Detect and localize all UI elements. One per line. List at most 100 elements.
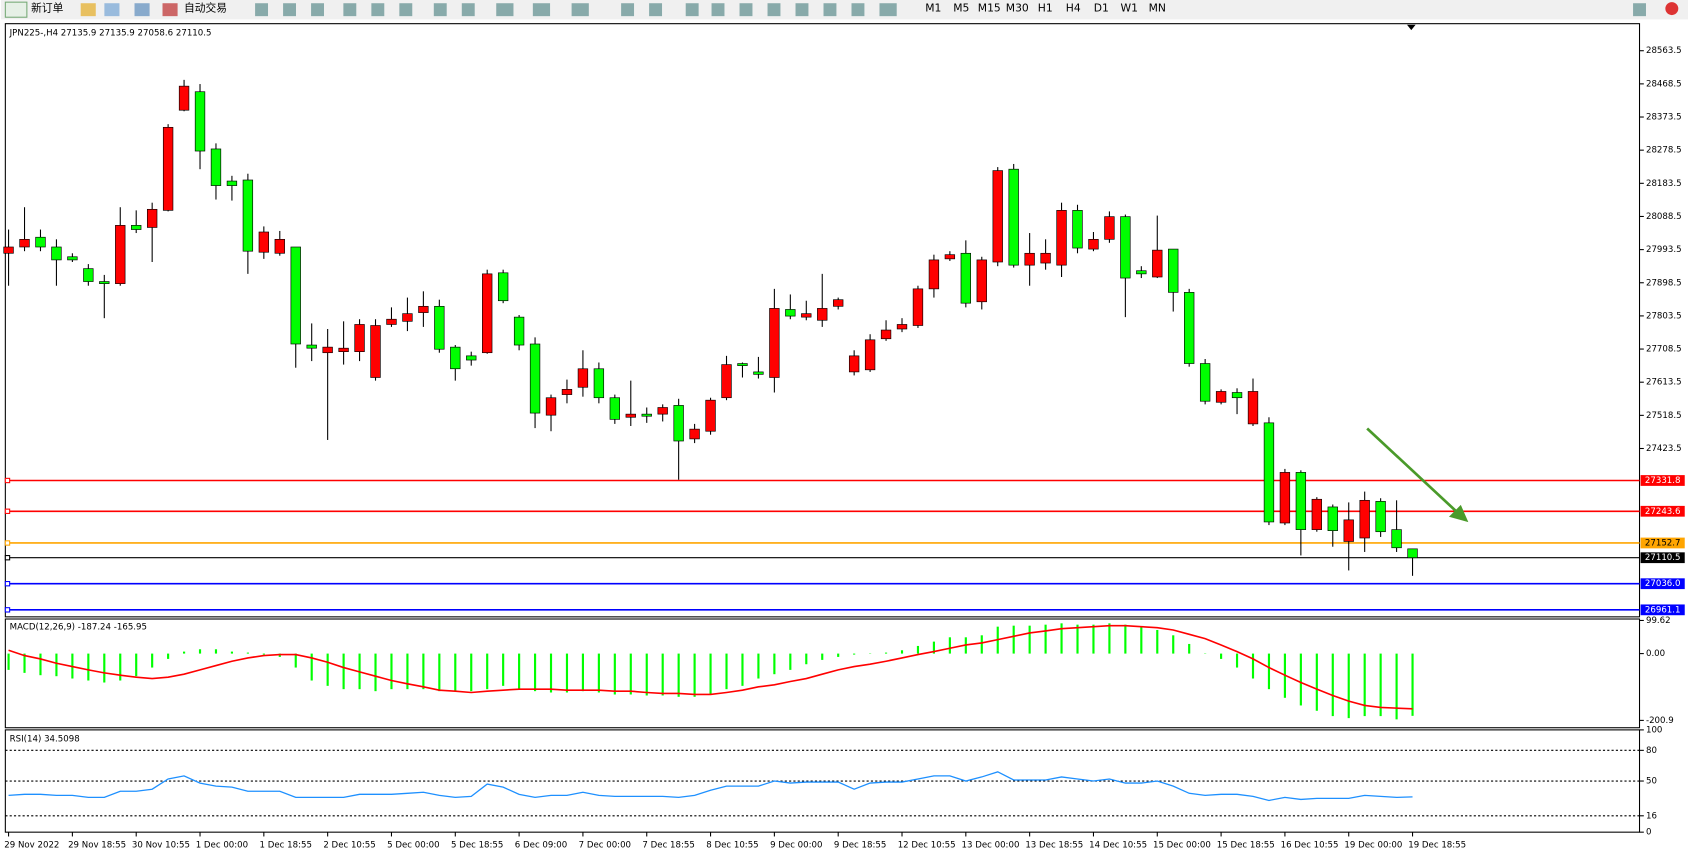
- candle-body: [1279, 472, 1291, 524]
- toolbar-icon[interactable]: [767, 3, 781, 17]
- toolbar-icon[interactable]: [433, 3, 447, 17]
- x-tick-label: 19 Dec 00:00: [1344, 841, 1402, 851]
- toolbar-icon[interactable]: [496, 3, 514, 17]
- candle-body: [833, 299, 844, 307]
- toolbar-icon[interactable]: [283, 3, 297, 17]
- toolbar-icon[interactable]: [649, 3, 663, 17]
- y-tick-label: 28468.5: [1646, 79, 1682, 89]
- candle-body: [801, 313, 812, 318]
- chart-header: JPN225-,H4 27135.9 27135.9 27058.6 27110…: [9, 28, 212, 38]
- toolbar: 新订单 自动交易: [1, 0, 1688, 20]
- toolbar-icon[interactable]: [795, 3, 809, 17]
- candle-body: [912, 288, 924, 326]
- candle-body: [529, 343, 541, 414]
- candle-body: [1359, 499, 1370, 539]
- timeframe-button[interactable]: M5: [953, 2, 969, 15]
- toolbar-icon[interactable]: [685, 3, 699, 17]
- search-icon[interactable]: [1633, 3, 1646, 17]
- y-tick-label: 27708.5: [1646, 345, 1682, 355]
- new-order-icon[interactable]: [4, 1, 28, 18]
- y-tick-label: 28183.5: [1646, 179, 1682, 189]
- timeframe-button[interactable]: W1: [1121, 2, 1138, 15]
- toolbar-icons: [255, 2, 1679, 17]
- notification-icon[interactable]: [1665, 2, 1679, 16]
- toolbar-icon[interactable]: [711, 3, 725, 17]
- candle-body: [1231, 392, 1243, 399]
- header-high: 27135.9: [99, 28, 135, 38]
- toolbar-icon[interactable]: [571, 3, 589, 17]
- level-handle: [4, 540, 11, 546]
- timeframe-button[interactable]: M30: [1006, 2, 1029, 15]
- auto-trading-button[interactable]: 自动交易: [184, 2, 227, 15]
- toolbar-icon[interactable]: [532, 3, 551, 17]
- candle-body: [131, 225, 142, 230]
- candle-body: [306, 344, 317, 349]
- toolbar-icon[interactable]: [621, 3, 635, 17]
- candle-body: [482, 273, 493, 354]
- candle-body: [1263, 422, 1275, 523]
- candle-body: [99, 281, 110, 284]
- candle-body: [1247, 391, 1259, 425]
- level-label: 27036.0: [1645, 579, 1681, 589]
- auto-trading-icon[interactable]: [162, 3, 178, 17]
- candle-body: [386, 318, 397, 325]
- toolbar-icon[interactable]: [739, 3, 753, 17]
- toolbar-icon[interactable]: [371, 3, 385, 17]
- candle-body: [657, 407, 668, 415]
- candle-body: [737, 363, 748, 366]
- candle-body: [51, 246, 62, 261]
- candle-body: [1375, 501, 1386, 533]
- candle-body: [402, 313, 413, 322]
- toolbar-icon[interactable]: [255, 3, 269, 17]
- x-tick-label: 8 Dec 10:55: [706, 841, 758, 851]
- new-order-button[interactable]: 新订单: [31, 2, 64, 15]
- toolbar-icon[interactable]: [343, 3, 357, 17]
- candle-body: [1391, 529, 1402, 549]
- level-label: 27110.5: [1645, 553, 1681, 563]
- y-tick-label: 28088.5: [1646, 212, 1682, 222]
- candle-body: [1056, 210, 1067, 266]
- candle-body: [290, 246, 301, 345]
- timeframe-button[interactable]: M15: [978, 2, 1001, 15]
- candle-body: [162, 126, 174, 211]
- candle-body: [609, 397, 620, 420]
- candle-body: [896, 324, 908, 330]
- x-tick-label: 1 Dec 18:55: [260, 841, 312, 851]
- candle-body: [1024, 252, 1035, 266]
- candle-body: [1168, 248, 1179, 293]
- timeframe-button[interactable]: H4: [1066, 2, 1081, 15]
- toolbar-icon[interactable]: [134, 3, 150, 17]
- toolbar-icon[interactable]: [823, 3, 837, 17]
- toolbar-icon[interactable]: [80, 3, 96, 17]
- toolbar-icon[interactable]: [461, 3, 475, 17]
- candle-body: [593, 368, 605, 399]
- x-tick-label: 14 Dec 10:55: [1089, 841, 1147, 851]
- candle-body: [1040, 252, 1051, 264]
- candle-body: [928, 259, 940, 290]
- toolbar-icon[interactable]: [879, 3, 897, 17]
- toolbar-icon[interactable]: [851, 3, 865, 17]
- toolbar-icon[interactable]: [399, 3, 413, 17]
- level-label: 27152.7: [1645, 538, 1681, 548]
- timeframe-button[interactable]: H1: [1038, 2, 1053, 15]
- candle-body: [577, 368, 589, 388]
- y-tick-label: 100: [1646, 725, 1662, 735]
- arrow-head: [1448, 504, 1469, 523]
- level-label: 27331.8: [1645, 476, 1681, 486]
- candle-body: [1104, 216, 1115, 240]
- timeframe-button[interactable]: M1: [925, 2, 941, 15]
- x-tick-label: 29 Nov 2022: [4, 841, 59, 851]
- candle-body: [673, 405, 684, 442]
- x-tick-label: 7 Dec 18:55: [642, 841, 694, 851]
- header-low: 27058.6: [138, 28, 174, 38]
- y-tick-label: 80: [1646, 746, 1657, 756]
- header-symbol: JPN225-,H4: [9, 28, 58, 38]
- candle-body: [513, 316, 525, 346]
- toolbar-icon[interactable]: [104, 3, 120, 17]
- toolbar-icon[interactable]: [311, 3, 324, 17]
- timeframe-button[interactable]: D1: [1094, 2, 1109, 15]
- timeframe-button[interactable]: MN: [1149, 2, 1166, 15]
- y-tick-label: 0: [1646, 828, 1651, 838]
